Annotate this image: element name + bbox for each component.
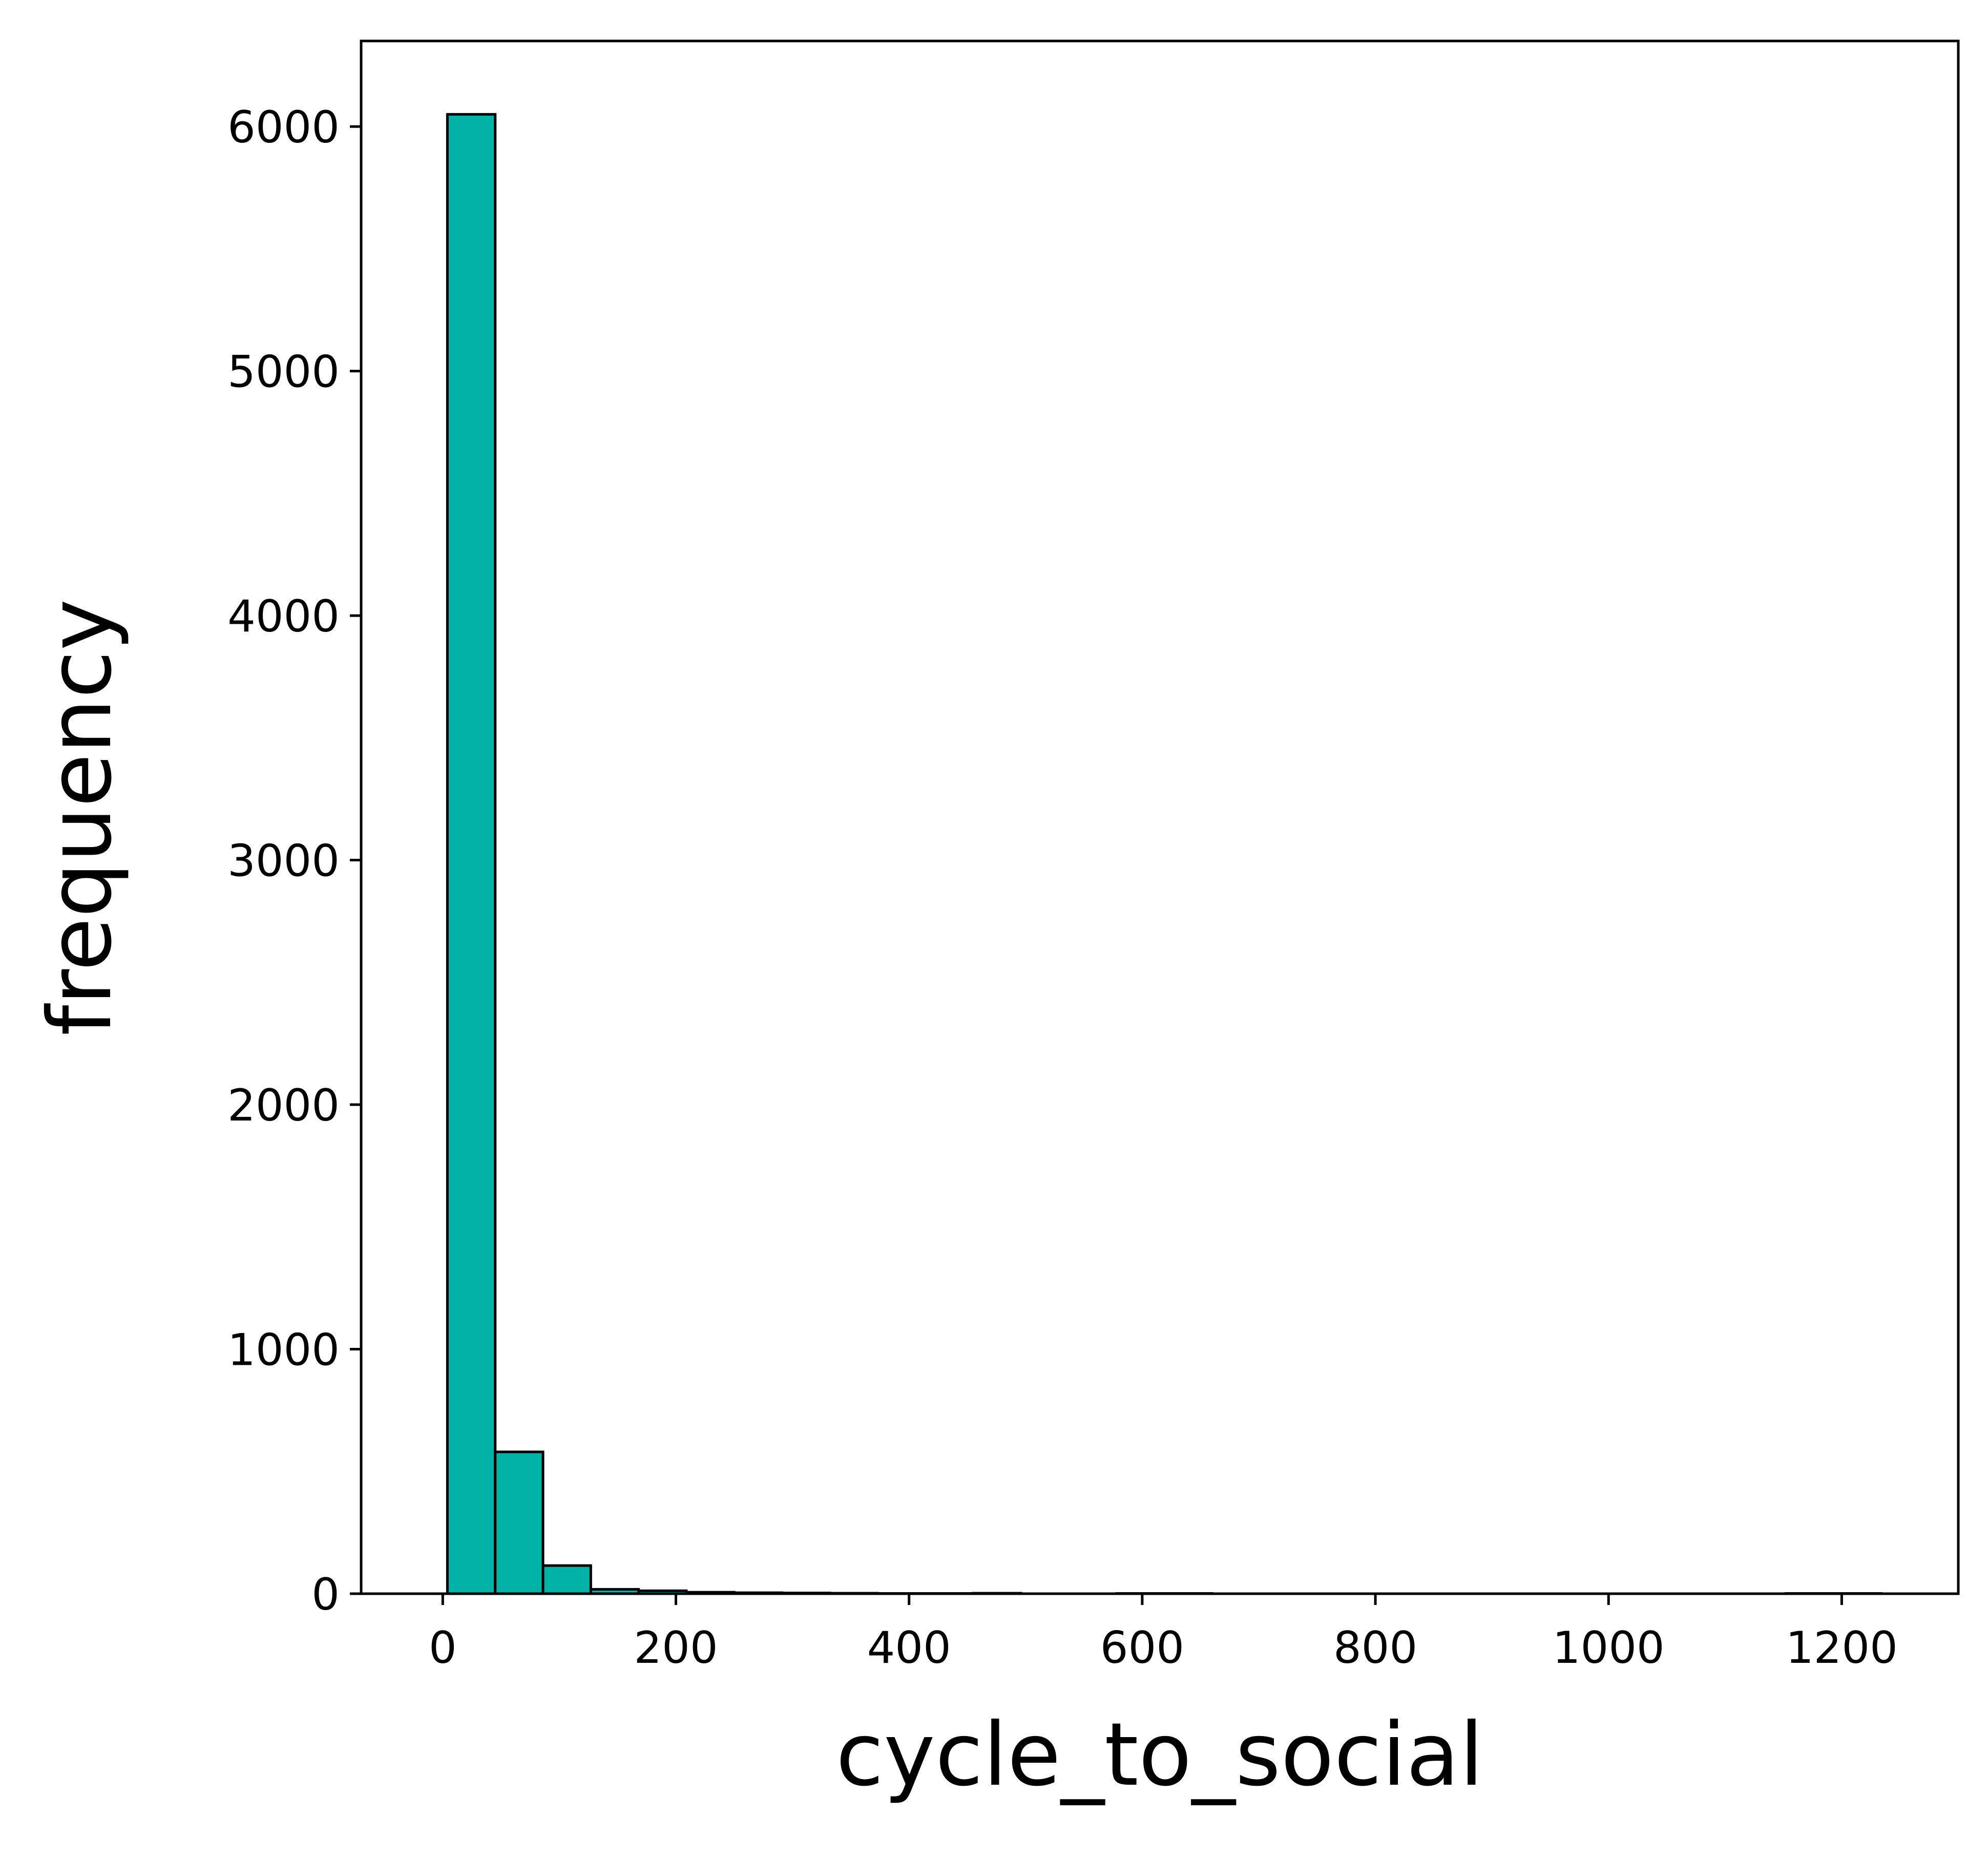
x-axis-label: cycle_to_social — [836, 1704, 1484, 1806]
y-axis-ticks: 0 1000 2000 3000 4000 5000 6000 — [227, 102, 361, 1620]
x-tick-label-1000: 1000 — [1553, 1622, 1665, 1674]
x-axis-ticks: 0 200 400 600 800 1000 1200 — [429, 1594, 1898, 1674]
y-tick-label-5000: 5000 — [227, 347, 340, 398]
x-tick-label-800: 800 — [1333, 1622, 1417, 1674]
x-tick-label-400: 400 — [867, 1622, 951, 1674]
axes-frame — [360, 39, 1960, 1595]
x-tick-label-0: 0 — [429, 1622, 457, 1674]
histogram-bar-0 — [446, 113, 497, 1595]
x-tick-label-200: 200 — [634, 1622, 718, 1674]
y-tick-label-2000: 2000 — [227, 1080, 340, 1131]
y-tick-label-3000: 3000 — [227, 836, 340, 887]
histogram-bar-1 — [494, 1450, 545, 1595]
x-tick-label-600: 600 — [1100, 1622, 1184, 1674]
y-tick-label-6000: 6000 — [227, 102, 340, 153]
histogram-bar-2 — [541, 1564, 592, 1595]
y-tick-label-4000: 4000 — [227, 591, 340, 642]
y-tick-label-1000: 1000 — [227, 1325, 340, 1376]
y-axis-label: frequency — [30, 599, 131, 1036]
x-tick-label-1200: 1200 — [1786, 1622, 1898, 1674]
y-tick-label-0: 0 — [311, 1569, 340, 1620]
